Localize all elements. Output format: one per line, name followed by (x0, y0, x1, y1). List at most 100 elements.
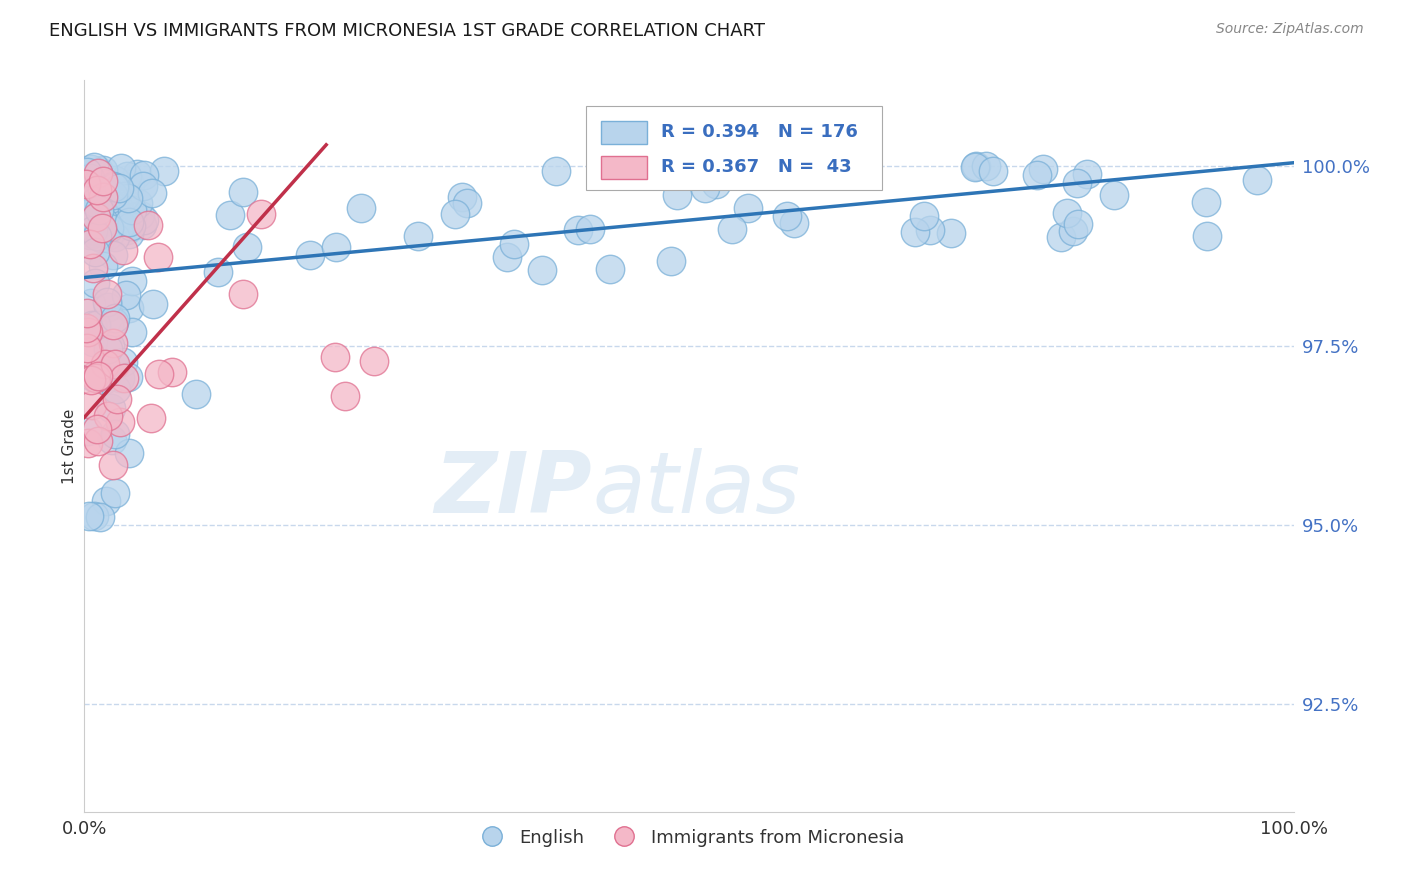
Point (110, 218, 132, 232)
Point (1056, 206, 1078, 220)
Point (104, 358, 127, 372)
Point (91, 221, 114, 235)
Point (110, 161, 132, 176)
Point (704, 177, 727, 191)
Point (105, 392, 128, 406)
Point (97, 300, 120, 314)
Point (96, 494, 118, 508)
Point (737, 201, 759, 215)
Point (94, 357, 117, 371)
Point (599, 262, 621, 277)
Text: R = 0.394   N = 176: R = 0.394 N = 176 (661, 123, 858, 141)
Point (83, 161, 105, 175)
Point (97, 342, 120, 356)
Point (103, 356, 125, 370)
Point (139, 410, 162, 425)
Point (108, 181, 131, 195)
Point (82, 223, 104, 237)
FancyBboxPatch shape (600, 155, 647, 179)
Point (90, 193, 112, 207)
Point (91, 174, 114, 188)
Point (84, 194, 107, 209)
Point (82, 321, 104, 335)
Point (103, 315, 125, 329)
Point (912, 209, 935, 223)
Point (79, 228, 101, 243)
Point (350, 201, 373, 215)
Point (1195, 194, 1218, 209)
Point (87, 368, 110, 383)
Point (108, 415, 131, 429)
Legend: English, Immigrants from Micronesia: English, Immigrants from Micronesia (467, 822, 911, 854)
Point (96, 219, 118, 234)
Point (406, 228, 429, 243)
Point (101, 188, 124, 202)
Point (981, 164, 1004, 178)
Point (134, 168, 156, 182)
Point (79, 171, 101, 186)
Point (91, 177, 114, 191)
Point (80, 373, 103, 387)
Point (333, 389, 356, 403)
Y-axis label: 1st Grade: 1st Grade (62, 409, 77, 483)
Text: Source: ZipAtlas.com: Source: ZipAtlas.com (1216, 22, 1364, 37)
Point (160, 366, 183, 380)
Point (131, 179, 153, 194)
Point (87, 186, 110, 200)
Point (105, 382, 128, 396)
Point (1104, 188, 1126, 202)
Point (1067, 217, 1090, 231)
Point (87, 166, 110, 180)
Point (103, 180, 125, 194)
Point (94, 183, 117, 197)
Point (495, 250, 517, 264)
Point (298, 248, 321, 262)
Point (75, 172, 97, 186)
Point (117, 191, 139, 205)
Point (84, 213, 107, 227)
Point (114, 188, 136, 202)
Point (89, 166, 111, 180)
Point (79, 236, 101, 251)
Point (93, 373, 115, 387)
Point (1050, 229, 1073, 244)
Point (79, 161, 101, 176)
Point (120, 177, 142, 191)
Point (666, 187, 689, 202)
Point (98, 339, 121, 353)
Point (76, 325, 98, 339)
Point (456, 195, 478, 210)
Point (132, 213, 155, 227)
Point (86, 183, 108, 197)
Point (80, 295, 103, 310)
Point (235, 240, 257, 254)
Point (84, 276, 107, 290)
Point (79, 210, 101, 224)
Point (83, 167, 105, 181)
Point (80, 226, 103, 240)
Point (83, 368, 105, 382)
Point (80, 214, 103, 228)
Point (96, 294, 118, 309)
Point (76, 341, 98, 355)
Point (451, 190, 474, 204)
Point (250, 207, 273, 221)
Point (120, 219, 142, 233)
Point (118, 215, 141, 229)
Point (98, 204, 121, 219)
Point (91, 222, 114, 236)
Point (76, 306, 98, 320)
Point (87, 225, 110, 239)
Point (77, 508, 100, 523)
Point (101, 248, 124, 262)
Point (79, 344, 101, 359)
Point (530, 262, 553, 277)
Point (90, 183, 112, 197)
Point (101, 178, 124, 193)
Point (86, 166, 108, 180)
Point (101, 318, 124, 333)
Point (84, 244, 107, 259)
Text: atlas: atlas (592, 449, 800, 532)
Point (121, 211, 143, 225)
Point (141, 186, 163, 200)
